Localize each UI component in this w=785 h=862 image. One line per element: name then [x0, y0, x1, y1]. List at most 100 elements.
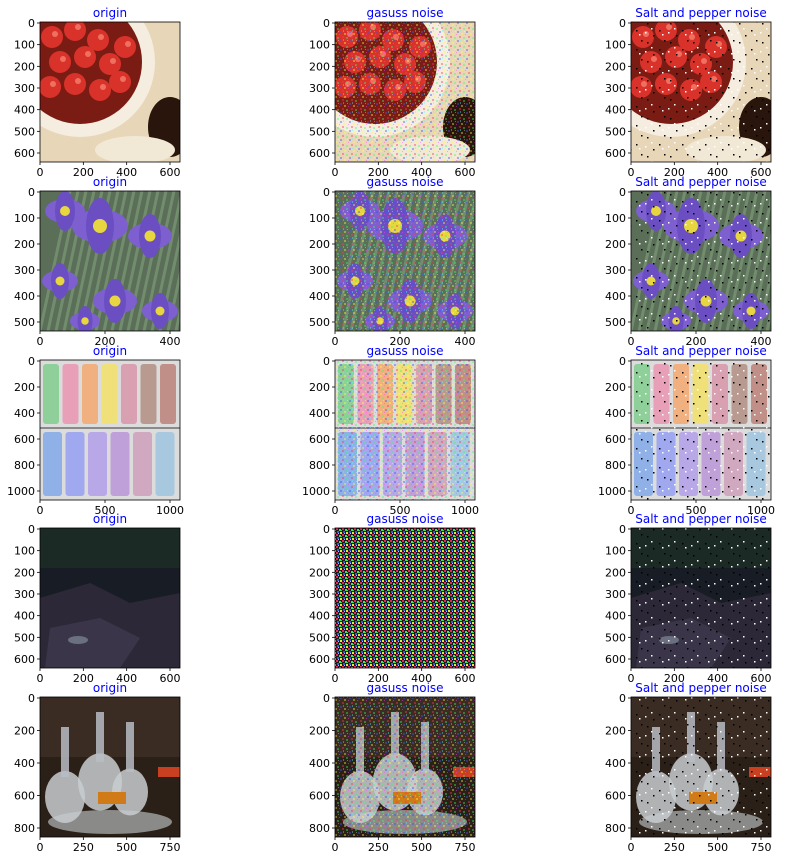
- gaussian-noise-overlay: [335, 22, 475, 162]
- y-tick-label: 500: [605, 125, 626, 138]
- axes-frame: [630, 696, 772, 838]
- x-tick-label: 400: [751, 335, 772, 348]
- subplot-title: gasuss noise: [366, 681, 443, 695]
- y-tick-label: 0: [28, 355, 35, 368]
- y-tick-label: 200: [605, 566, 626, 579]
- subplot-title: origin: [93, 175, 127, 189]
- axes-frame: [630, 190, 772, 332]
- x-tick-label: 0: [37, 841, 44, 854]
- x-tick-label: 1000: [747, 504, 775, 517]
- x-tick-label: 500: [95, 504, 116, 517]
- y-tick-label: 200: [605, 381, 626, 394]
- y-tick-label: 600: [605, 653, 626, 666]
- y-tick-label: 200: [309, 566, 330, 579]
- y-tick-label: 600: [14, 433, 35, 446]
- axes-frame: [39, 21, 181, 163]
- y-tick-label: 0: [619, 186, 626, 199]
- y-tick-label: 800: [605, 459, 626, 472]
- y-tick-label: 800: [14, 459, 35, 472]
- y-tick-label: 600: [605, 147, 626, 160]
- subplot-title: Salt and pepper noise: [635, 344, 767, 358]
- x-tick-label: 0: [332, 335, 339, 348]
- subplot-title: Salt and pepper noise: [635, 175, 767, 189]
- y-tick-label: 400: [309, 290, 330, 303]
- x-tick-label: 400: [116, 166, 137, 179]
- y-tick-label: 0: [28, 692, 35, 705]
- y-tick-label: 400: [605, 104, 626, 117]
- y-tick-label: 300: [309, 264, 330, 277]
- x-tick-label: 750: [160, 841, 181, 854]
- y-tick-label: 500: [309, 125, 330, 138]
- axes-frame: [39, 527, 181, 669]
- x-tick-label: 1000: [451, 504, 479, 517]
- y-tick-label: 200: [14, 381, 35, 394]
- x-tick-label: 500: [411, 841, 432, 854]
- subplot-title: Salt and pepper noise: [635, 6, 767, 20]
- y-tick-label: 0: [28, 17, 35, 30]
- y-tick-label: 300: [14, 264, 35, 277]
- y-tick-label: 600: [309, 790, 330, 803]
- x-tick-label: 750: [455, 841, 476, 854]
- y-tick-label: 1000: [302, 485, 330, 498]
- x-tick-label: 500: [116, 841, 137, 854]
- salt-pepper-noise-overlay: [631, 528, 771, 668]
- subplot-title: gasuss noise: [366, 344, 443, 358]
- x-tick-label: 400: [411, 166, 432, 179]
- y-tick-label: 600: [14, 147, 35, 160]
- y-tick-label: 800: [14, 822, 35, 835]
- y-tick-label: 400: [14, 757, 35, 770]
- y-tick-label: 0: [28, 523, 35, 536]
- x-tick-label: 0: [628, 504, 635, 517]
- y-tick-label: 600: [309, 653, 330, 666]
- axes-frame: [39, 190, 181, 332]
- y-tick-label: 400: [605, 610, 626, 623]
- y-tick-label: 0: [619, 17, 626, 30]
- y-tick-label: 300: [14, 82, 35, 95]
- x-tick-label: 0: [628, 672, 635, 685]
- x-tick-label: 200: [368, 166, 389, 179]
- y-tick-label: 300: [605, 588, 626, 601]
- x-tick-label: 0: [628, 166, 635, 179]
- y-tick-label: 600: [14, 790, 35, 803]
- x-tick-label: 250: [73, 841, 94, 854]
- y-tick-label: 400: [309, 757, 330, 770]
- y-tick-label: 300: [309, 588, 330, 601]
- y-tick-label: 100: [14, 212, 35, 225]
- y-tick-label: 100: [605, 212, 626, 225]
- subplot-title: Salt and pepper noise: [635, 512, 767, 526]
- salt-pepper-noise-overlay: [631, 360, 771, 500]
- x-tick-label: 0: [332, 166, 339, 179]
- y-tick-label: 0: [619, 692, 626, 705]
- y-tick-label: 0: [323, 186, 330, 199]
- x-tick-label: 200: [686, 335, 707, 348]
- x-tick-label: 600: [160, 166, 181, 179]
- x-tick-label: 200: [664, 672, 685, 685]
- subplot-title: gasuss noise: [366, 6, 443, 20]
- axes-frame: [334, 696, 476, 838]
- x-tick-label: 0: [37, 166, 44, 179]
- y-tick-label: 600: [309, 433, 330, 446]
- y-tick-label: 800: [605, 822, 626, 835]
- x-tick-label: 0: [628, 335, 635, 348]
- gaussian-noise-overlay: [335, 697, 475, 837]
- axes-frame: [334, 21, 476, 163]
- x-tick-label: 250: [368, 841, 389, 854]
- y-tick-label: 0: [323, 523, 330, 536]
- y-tick-label: 400: [605, 757, 626, 770]
- y-tick-label: 200: [14, 725, 35, 738]
- y-tick-label: 0: [323, 355, 330, 368]
- y-tick-label: 600: [605, 433, 626, 446]
- y-tick-label: 0: [323, 17, 330, 30]
- y-tick-label: 600: [309, 147, 330, 160]
- salt-pepper-noise-overlay: [631, 22, 771, 162]
- subplot-title: gasuss noise: [366, 175, 443, 189]
- x-tick-label: 0: [37, 672, 44, 685]
- axes-frame: [630, 21, 772, 163]
- y-tick-label: 500: [14, 631, 35, 644]
- x-tick-label: 200: [73, 166, 94, 179]
